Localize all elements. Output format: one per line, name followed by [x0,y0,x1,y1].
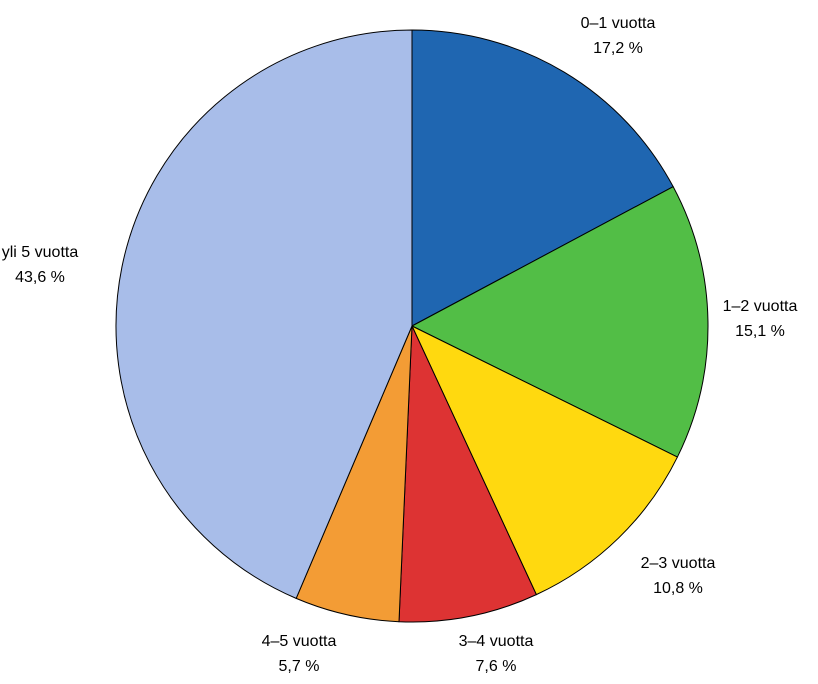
slice-value-label: 43,6 % [15,269,65,286]
pie-slice-01-vuotta [411,29,674,327]
slice-category-label: yli 5 vuotta [2,244,79,261]
slice-label-01-vuotta: 0–1 vuotta 17,2 % [581,15,656,57]
slice-value-label: 7,6 % [476,658,517,675]
pie-slices [115,29,709,623]
slice-value-label: 5,7 % [279,658,320,675]
slice-category-label: 2–3 vuotta [641,555,716,572]
pie-slice-12-vuotta [411,186,709,458]
pie-slice-23-vuotta [411,325,678,596]
slice-category-label: 0–1 vuotta [581,15,656,32]
slice-category-label: 1–2 vuotta [723,298,798,315]
slice-value-label: 17,2 % [593,40,643,57]
pie-slice-yli-5-vuotta [115,29,413,599]
slice-label-yli-5-vuotta: yli 5 vuotta 43,6 % [2,244,79,286]
pie-slice-34-vuotta [398,325,537,623]
pie-labels: 0–1 vuotta 17,2 % 1–2 vuotta 15,1 % 2–3 vuot… [2,15,798,675]
slice-label-23-vuotta: 2–3 vuotta 10,8 % [641,555,716,597]
slice-category-label: 3–4 vuotta [459,633,534,650]
slice-label-12-vuotta: 1–2 vuotta 15,1 % [723,298,798,340]
slice-value-label: 15,1 % [735,323,785,340]
slice-label-45-vuotta: 4–5 vuotta 5,7 % [262,633,337,675]
slice-label-34-vuotta: 3–4 vuotta 7,6 % [459,633,534,675]
slice-value-label: 10,8 % [653,580,703,597]
slice-category-label: 4–5 vuotta [262,633,337,650]
